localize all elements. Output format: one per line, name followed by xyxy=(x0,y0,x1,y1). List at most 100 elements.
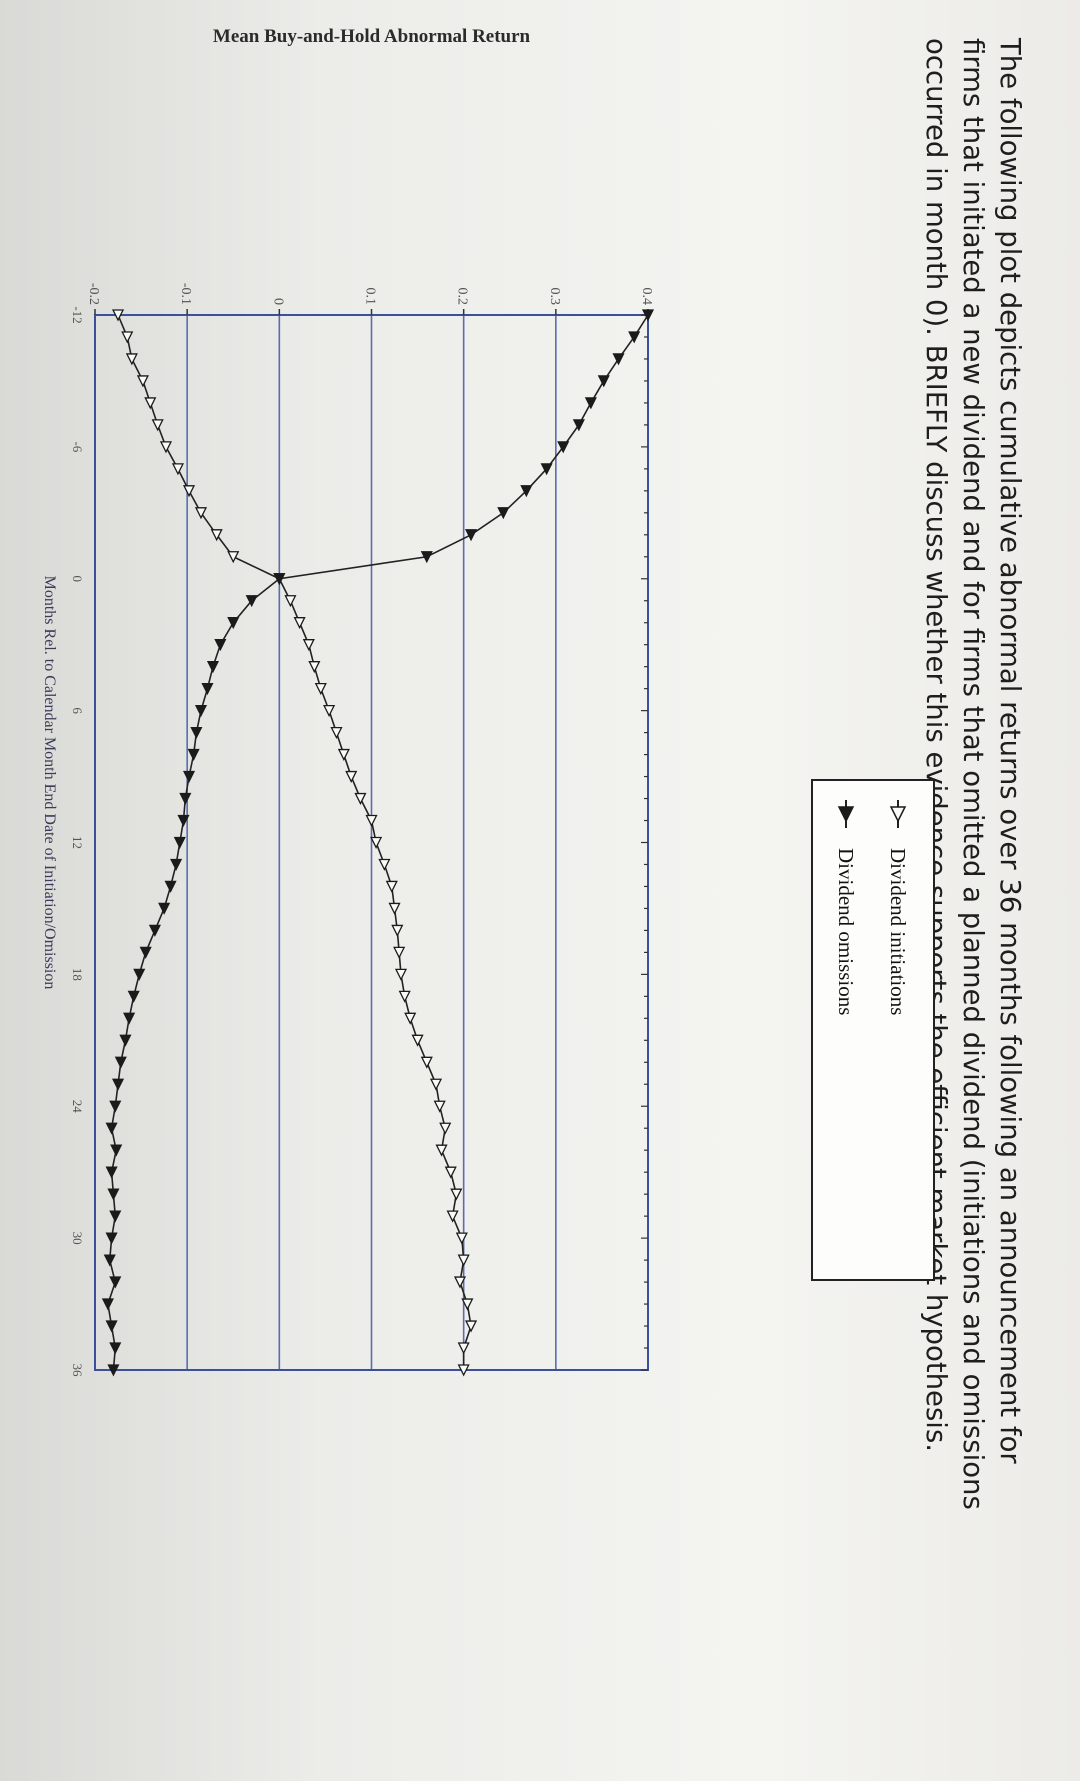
data-point xyxy=(308,661,321,674)
legend-box xyxy=(811,779,935,1281)
data-point xyxy=(435,1144,448,1157)
data-point xyxy=(187,748,200,762)
x-tick-label: -12 xyxy=(70,306,85,323)
data-point xyxy=(179,792,192,805)
data-point xyxy=(105,1320,118,1333)
data-point xyxy=(572,419,585,432)
data-point xyxy=(378,858,391,871)
data-point xyxy=(107,1188,120,1201)
data-point xyxy=(461,1298,474,1311)
gridlines xyxy=(186,315,557,1370)
data-point xyxy=(584,397,597,410)
data-point xyxy=(457,1342,470,1355)
data-point xyxy=(148,924,161,937)
data-point xyxy=(455,1232,468,1245)
data-point xyxy=(194,704,208,718)
data-point xyxy=(170,858,183,871)
data-point xyxy=(164,880,177,893)
x-tick-label: 18 xyxy=(70,968,85,981)
data-point xyxy=(457,1364,470,1377)
data-point xyxy=(628,331,641,344)
data-point xyxy=(111,309,125,322)
data-point xyxy=(136,375,149,388)
data-point xyxy=(433,1100,446,1113)
data-point xyxy=(109,1342,122,1355)
data-point xyxy=(151,419,164,432)
data-point xyxy=(330,726,343,740)
y-tick-label: 0.2 xyxy=(455,288,470,306)
data-point xyxy=(302,639,315,652)
x-tick-label: 12 xyxy=(70,836,85,849)
x-tick-label: -6 xyxy=(70,441,85,452)
x-tick-label: 30 xyxy=(70,1232,85,1245)
legend-marker xyxy=(889,806,907,823)
legend-item: Dividend initiations xyxy=(886,800,910,1015)
data-point xyxy=(110,1144,123,1157)
data-point xyxy=(420,1056,433,1069)
data-point xyxy=(323,704,336,718)
data-point xyxy=(446,1210,459,1223)
data-point xyxy=(194,507,208,520)
data-point xyxy=(214,639,227,652)
x-tick-label: 6 xyxy=(70,707,85,714)
data-point xyxy=(284,595,297,608)
data-point xyxy=(201,682,214,696)
data-point xyxy=(429,1078,443,1091)
data-point xyxy=(144,397,157,410)
data-point xyxy=(365,814,378,827)
data-point xyxy=(158,902,171,915)
data-point xyxy=(210,529,223,542)
legend-item: Dividend omissions xyxy=(834,800,858,1015)
data-point xyxy=(337,748,350,762)
x-tick-label: 24 xyxy=(70,1100,85,1114)
data-point xyxy=(497,507,510,520)
data-point xyxy=(597,375,610,388)
data-point xyxy=(123,1012,136,1025)
data-point xyxy=(557,441,570,454)
data-point xyxy=(173,836,186,849)
data-point xyxy=(439,1122,452,1135)
data-point xyxy=(273,573,286,586)
data-point xyxy=(404,1012,417,1025)
y-tick-label: 0.1 xyxy=(363,288,378,306)
data-point xyxy=(159,441,173,454)
legend-label: Dividend omissions xyxy=(834,848,858,1015)
data-point xyxy=(182,485,196,498)
y-tick-label: -0.2 xyxy=(86,283,101,305)
data-point xyxy=(182,770,196,784)
data-point xyxy=(133,968,146,981)
legend: Dividend initiations Dividend omissions xyxy=(811,779,935,1281)
data-point xyxy=(111,1078,125,1091)
data-point xyxy=(245,595,258,608)
data-point xyxy=(453,1276,467,1289)
data-point xyxy=(450,1188,463,1201)
data-point xyxy=(370,836,383,849)
data-point xyxy=(227,551,240,564)
data-point xyxy=(105,1122,118,1135)
legend-label: Dividend initiations xyxy=(886,848,910,1015)
data-point xyxy=(101,1298,114,1311)
x-axis: -12 -6 0 6 12 18 24 30 36 xyxy=(70,306,648,1377)
data-point xyxy=(171,463,185,476)
data-point xyxy=(293,617,306,630)
data-point xyxy=(464,1320,478,1333)
y-tick-label: -0.1 xyxy=(178,283,193,305)
y-axis: -0.2 -0.1 0 0.1 0.2 0.3 0.4 xyxy=(86,283,654,315)
data-point xyxy=(105,1166,118,1179)
data-point xyxy=(121,331,134,344)
data-point xyxy=(206,661,220,674)
data-point xyxy=(391,924,404,937)
series-layer xyxy=(101,309,655,1377)
data-point xyxy=(520,485,533,498)
data-point xyxy=(345,770,358,784)
data-point xyxy=(125,353,138,366)
x-axis-label: Months Rel. to Calendar Month End Date o… xyxy=(41,576,58,990)
data-point xyxy=(114,1056,127,1069)
data-point xyxy=(119,1034,132,1047)
data-point xyxy=(612,353,625,366)
data-point xyxy=(314,682,327,696)
data-point xyxy=(109,1210,122,1223)
x-tick-label: 0 xyxy=(70,576,85,583)
data-point xyxy=(464,529,478,542)
